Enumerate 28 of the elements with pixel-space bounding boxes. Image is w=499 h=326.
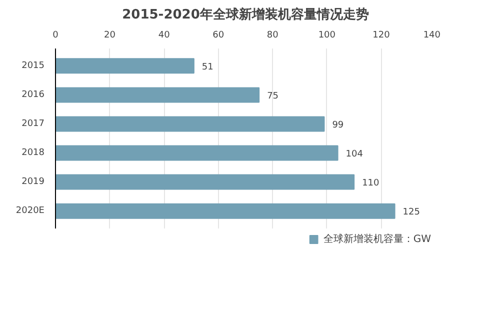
y-tick-label: 2017 — [22, 118, 44, 129]
y-tick-label: 2018 — [22, 148, 45, 158]
data-label: 104 — [346, 150, 364, 160]
x-tick-label: 60 — [212, 30, 224, 40]
bar — [56, 203, 396, 219]
y-tick-label: 2019 — [22, 177, 45, 188]
chart-title: 2015-2020年全球新增装机容量情况走势 — [122, 6, 369, 22]
y-tick-label: 2016 — [22, 90, 45, 100]
data-label: 75 — [267, 91, 279, 102]
bar — [56, 87, 260, 103]
bar — [56, 174, 355, 190]
bar — [56, 116, 325, 132]
x-tick-label: 100 — [318, 30, 336, 40]
x-tick-label: 140 — [423, 30, 441, 40]
x-tick-label: 40 — [158, 30, 170, 40]
x-tick-label: 0 — [52, 30, 59, 40]
data-label: 125 — [402, 208, 420, 218]
x-tick-label: 80 — [266, 30, 279, 40]
y-tick-label: 2015 — [22, 60, 44, 71]
data-label: 99 — [332, 120, 344, 130]
legend-label: 全球新增装机容量：GW — [323, 232, 431, 246]
x-tick-label: 120 — [372, 30, 390, 40]
bar — [56, 58, 194, 74]
data-label: 51 — [202, 62, 214, 72]
x-tick-label: 20 — [104, 30, 116, 40]
bar — [56, 145, 338, 161]
data-label: 110 — [362, 178, 380, 189]
y-tick-label: 2020E — [16, 206, 45, 216]
